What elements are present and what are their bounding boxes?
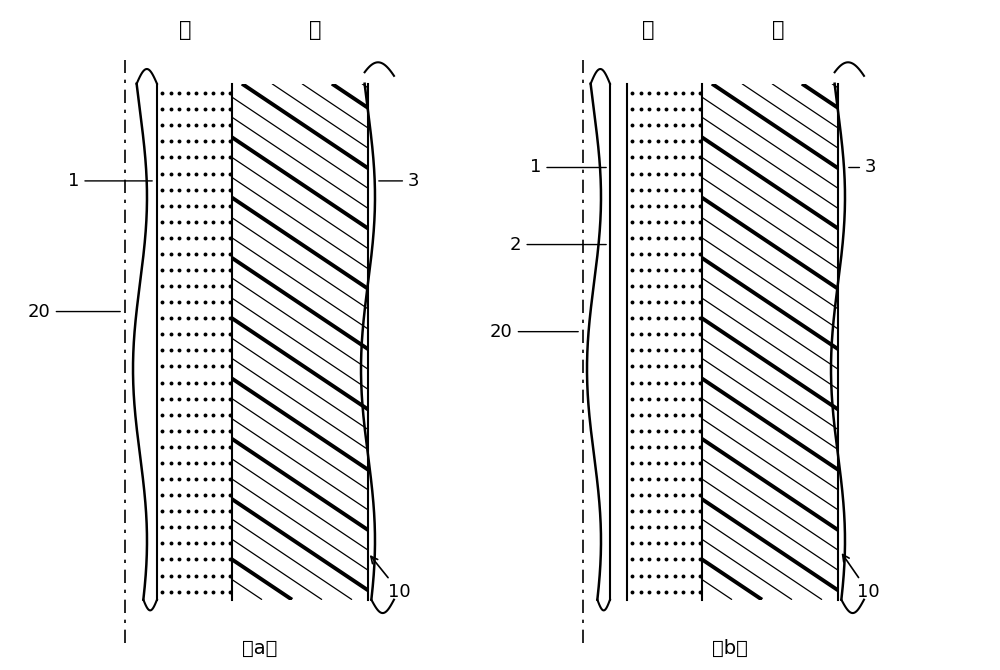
Bar xyxy=(157,84,232,600)
Text: 10: 10 xyxy=(371,556,411,600)
Text: 2: 2 xyxy=(510,236,606,253)
Text: （b）: （b） xyxy=(712,639,748,658)
Bar xyxy=(702,84,838,600)
Bar xyxy=(610,84,627,600)
Text: 20: 20 xyxy=(28,303,120,320)
Text: 1: 1 xyxy=(68,172,152,190)
Text: （a）: （a） xyxy=(242,639,278,658)
Text: 3: 3 xyxy=(379,172,420,190)
Text: 1: 1 xyxy=(530,159,606,176)
Text: 外: 外 xyxy=(642,20,654,40)
Bar xyxy=(232,84,368,600)
Text: 内: 内 xyxy=(309,20,321,40)
Text: 外: 外 xyxy=(179,20,191,40)
Bar xyxy=(232,84,368,600)
Text: 内: 内 xyxy=(772,20,784,40)
Bar xyxy=(702,84,838,600)
Text: 10: 10 xyxy=(843,555,880,600)
Text: 3: 3 xyxy=(849,159,876,176)
Bar xyxy=(627,84,702,600)
Text: 20: 20 xyxy=(490,323,578,340)
